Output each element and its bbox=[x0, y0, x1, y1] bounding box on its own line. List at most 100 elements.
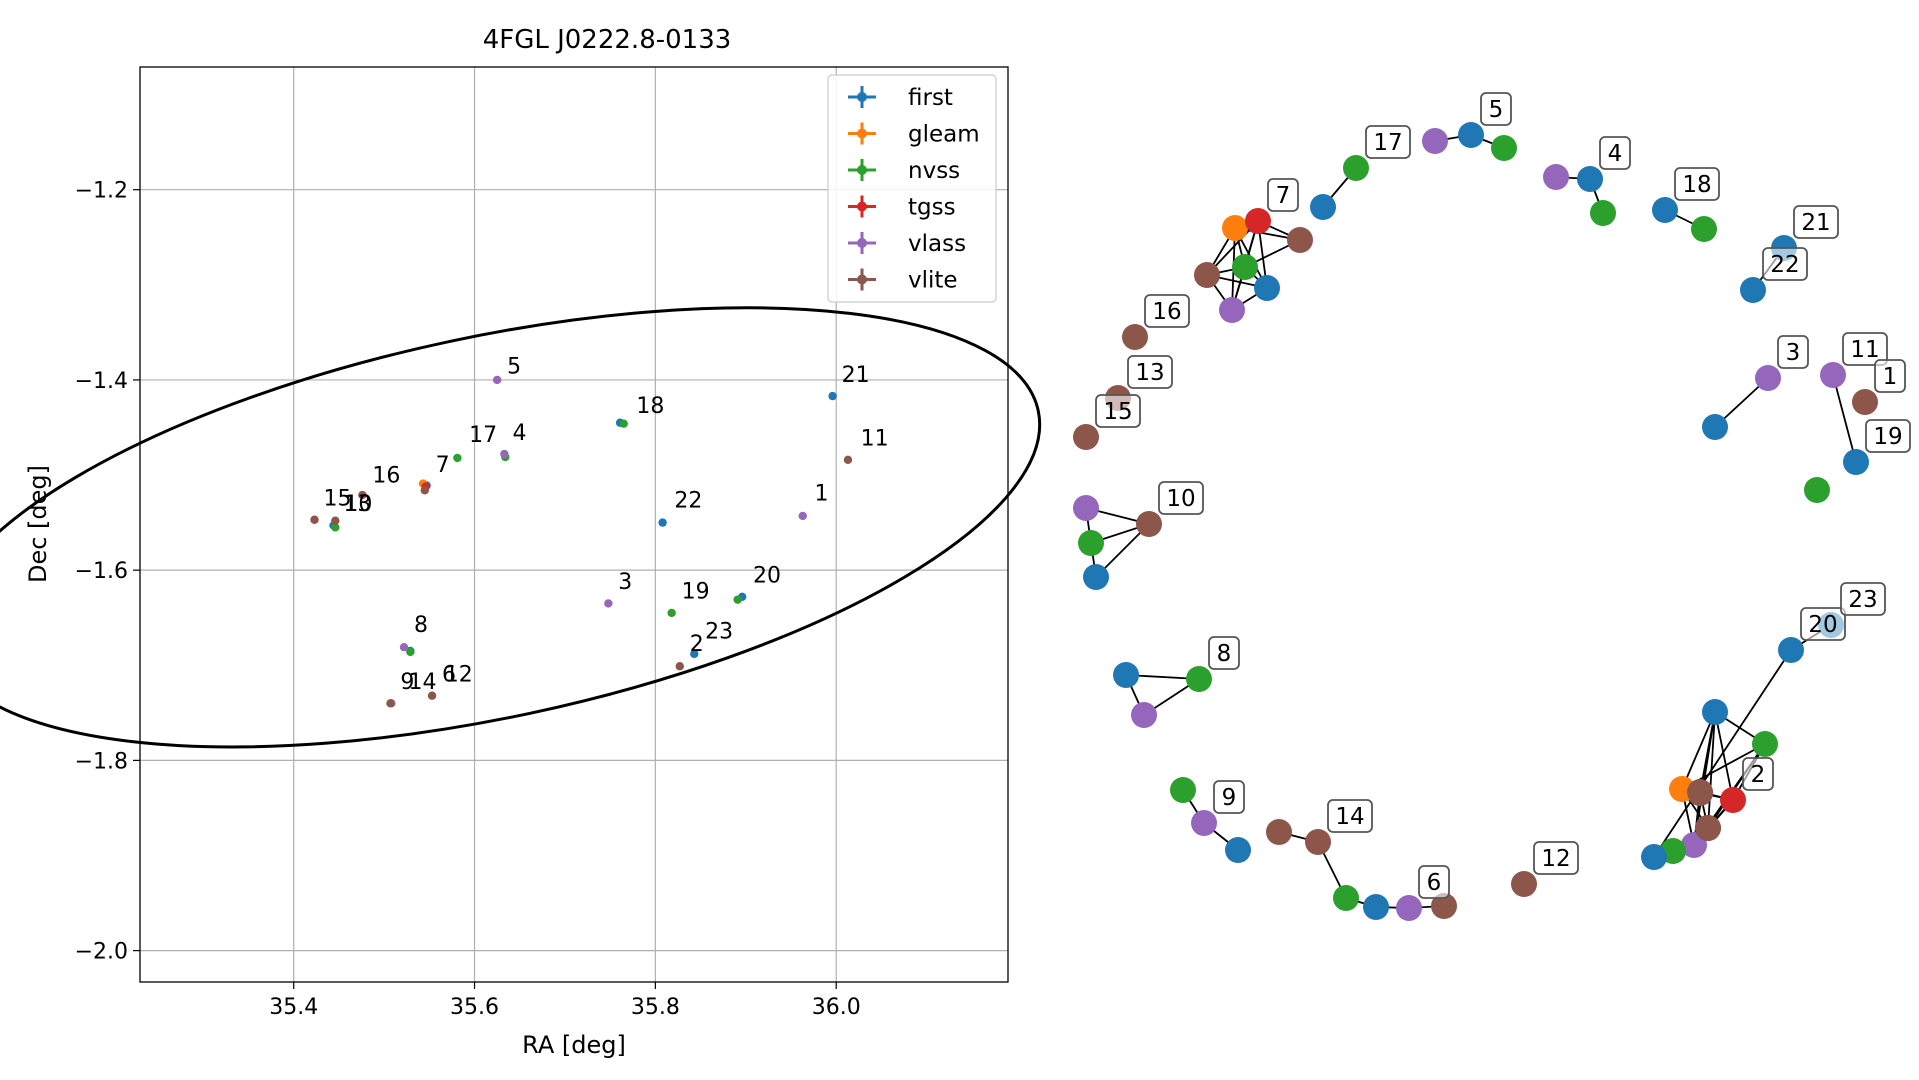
network-node-first bbox=[1310, 194, 1336, 220]
network-node-nvss bbox=[1333, 885, 1359, 911]
point-annotation: 11 bbox=[861, 427, 889, 452]
ellipse-layer bbox=[0, 306, 1042, 749]
point-vlite bbox=[427, 691, 437, 700]
legend-marker-tgss bbox=[857, 201, 867, 212]
network-node-vlite bbox=[1687, 779, 1713, 805]
node-label: 13 bbox=[1135, 360, 1164, 386]
node-label: 10 bbox=[1166, 486, 1195, 512]
network-node-vlite bbox=[1305, 829, 1331, 855]
network-node-vlass bbox=[1543, 164, 1569, 190]
point-annotation: 2 bbox=[690, 632, 704, 657]
point-vlass bbox=[500, 449, 509, 459]
node-label-box bbox=[1267, 178, 1299, 212]
y-axis-label: Dec [deg] bbox=[24, 465, 52, 583]
legend-label-vlass: vlass bbox=[908, 231, 966, 257]
network-node-vlite bbox=[1695, 815, 1721, 841]
point-nvss bbox=[733, 595, 742, 604]
point-annotation: 5 bbox=[507, 354, 521, 379]
x-axis-label: RA [deg] bbox=[522, 1031, 626, 1059]
network-node-vlite bbox=[1194, 262, 1220, 288]
ticks-layer: 35.4 35.6 35.8 36.0 −1.2 −1.4 −1.6 −1.8 −2.0 bbox=[75, 179, 861, 1020]
point-vlite bbox=[843, 455, 853, 465]
network-node-first bbox=[1843, 449, 1869, 475]
network-node-nvss bbox=[1170, 777, 1196, 803]
network-node-tgss bbox=[1720, 787, 1746, 813]
legend-marker-first bbox=[857, 92, 867, 102]
x-tick-label: 35.4 bbox=[269, 995, 318, 1020]
point-vlass bbox=[604, 599, 613, 608]
point-vlite bbox=[310, 515, 319, 524]
x-tick-label: 36.0 bbox=[812, 995, 861, 1020]
network-node-first bbox=[1740, 277, 1766, 303]
legend-label-tgss: tgss bbox=[908, 195, 956, 221]
network-node-nvss bbox=[1232, 254, 1258, 280]
node-label-box bbox=[1365, 125, 1411, 159]
network-node-vlass bbox=[1396, 895, 1422, 921]
node-label: 22 bbox=[1770, 252, 1799, 278]
point-annotation: 4 bbox=[513, 421, 527, 446]
chart-title: 4FGL J0222.8-0133 bbox=[483, 25, 732, 55]
node-label: 23 bbox=[1848, 587, 1877, 613]
x-tick-label: 35.6 bbox=[450, 995, 499, 1020]
network-edge bbox=[1653, 649, 1792, 858]
network-node-vlite bbox=[1266, 819, 1292, 845]
legend-label-vlite: vlite bbox=[908, 268, 958, 294]
point-first bbox=[658, 518, 667, 527]
network-node-first bbox=[1702, 699, 1728, 725]
network-node-first bbox=[1641, 844, 1667, 870]
node-label-box bbox=[1144, 294, 1190, 328]
legend-marker-vlass bbox=[857, 238, 867, 248]
network-node-vlite bbox=[1073, 424, 1099, 450]
network-node-first bbox=[1702, 414, 1728, 440]
node-label-box bbox=[1327, 799, 1373, 833]
network-node-first bbox=[1225, 837, 1251, 863]
network-node-vlite bbox=[1852, 389, 1878, 415]
nodes-layer bbox=[1073, 122, 1878, 921]
network-node-first bbox=[1577, 166, 1603, 192]
point-annotation: 22 bbox=[674, 488, 702, 513]
point-annotation: 13 bbox=[343, 492, 371, 517]
point-first bbox=[690, 649, 699, 659]
node-label-box bbox=[1793, 205, 1839, 239]
node-label: 11 bbox=[1850, 337, 1879, 363]
point-nvss bbox=[406, 647, 415, 657]
node-label-box bbox=[1095, 394, 1141, 428]
node-label: 14 bbox=[1335, 804, 1364, 830]
point-annotation: 17 bbox=[469, 423, 497, 448]
legend-box bbox=[827, 74, 997, 303]
network-node-first bbox=[1113, 662, 1139, 688]
network-node-vlass bbox=[1820, 362, 1846, 388]
point-annotation: 19 bbox=[682, 580, 710, 605]
point-annotation: 20 bbox=[753, 564, 781, 589]
network-node-vlite bbox=[1287, 227, 1313, 253]
y-tick-label: −1.2 bbox=[75, 179, 128, 204]
node-label-box bbox=[1213, 780, 1245, 814]
network-node-nvss bbox=[1343, 155, 1369, 181]
node-label-box bbox=[1742, 757, 1774, 791]
point-vlite bbox=[358, 490, 367, 500]
node-label-box bbox=[1480, 92, 1512, 126]
point-annotation: 18 bbox=[636, 394, 664, 419]
network-node-first bbox=[1458, 122, 1484, 148]
network-node-vlass bbox=[1131, 702, 1157, 728]
network-node-first bbox=[1652, 197, 1678, 223]
localization-ellipse bbox=[0, 306, 1042, 749]
point-nvss bbox=[619, 419, 628, 428]
point-nvss bbox=[453, 453, 462, 463]
network-node-nvss bbox=[1804, 477, 1830, 503]
network-node-vlass bbox=[1191, 810, 1217, 836]
point-vlass bbox=[399, 642, 409, 652]
y-tick-label: −1.8 bbox=[75, 749, 128, 774]
legend-label-first: first bbox=[908, 85, 953, 111]
grid bbox=[140, 67, 1008, 982]
point-annotation: 1 bbox=[815, 482, 829, 507]
points-layer bbox=[310, 375, 853, 708]
node-label-box bbox=[1777, 335, 1809, 369]
network-edge bbox=[1832, 374, 1857, 463]
network-node-vlass bbox=[1219, 297, 1245, 323]
node-label-box bbox=[1158, 481, 1204, 515]
node-label-box bbox=[1208, 636, 1240, 670]
network-node-tgss bbox=[1245, 208, 1271, 234]
